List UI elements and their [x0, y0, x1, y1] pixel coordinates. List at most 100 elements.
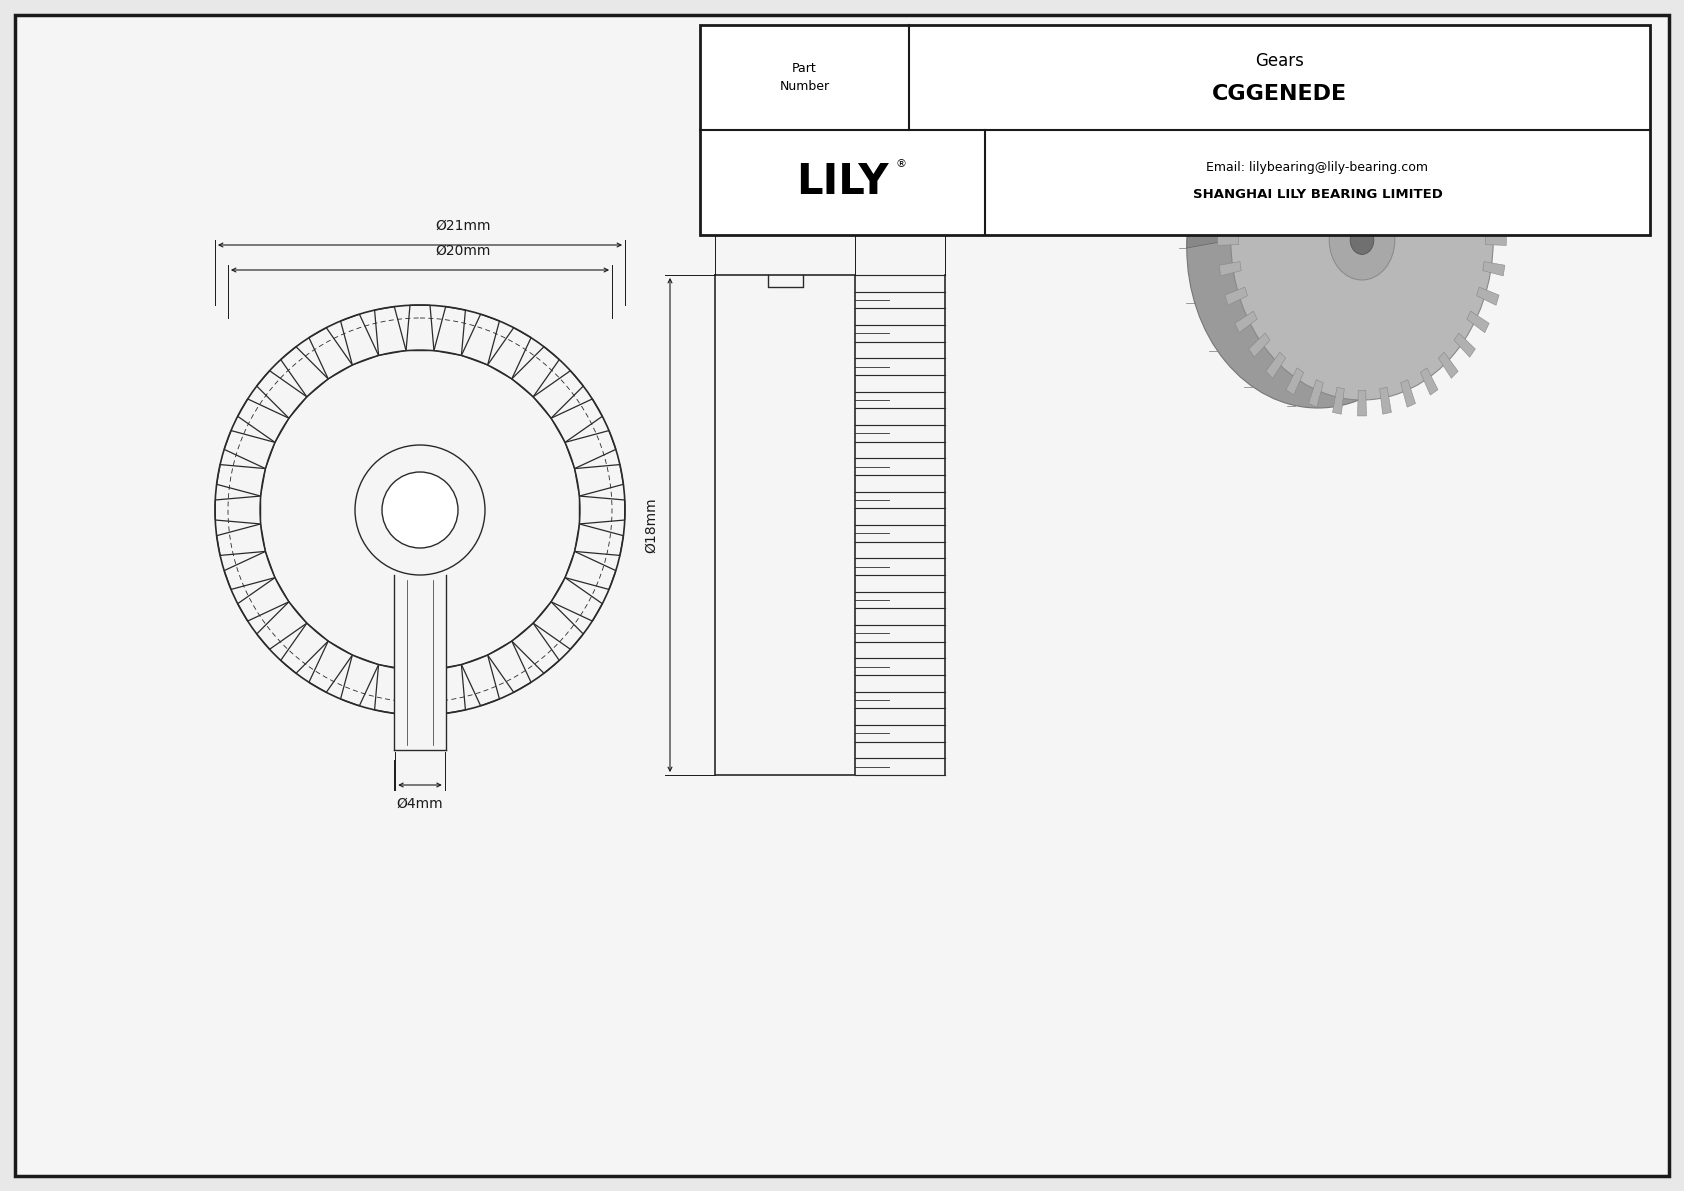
FancyBboxPatch shape	[716, 275, 855, 775]
Polygon shape	[461, 655, 500, 706]
Polygon shape	[488, 328, 530, 379]
Polygon shape	[434, 306, 465, 355]
Circle shape	[200, 289, 640, 730]
Polygon shape	[1187, 80, 1494, 248]
Circle shape	[382, 472, 458, 548]
Polygon shape	[1485, 235, 1505, 245]
Text: 10mm: 10mm	[763, 204, 807, 218]
Text: ®: ®	[894, 160, 906, 169]
Polygon shape	[1332, 387, 1344, 414]
Polygon shape	[534, 601, 583, 649]
Polygon shape	[1379, 387, 1391, 414]
Polygon shape	[434, 665, 465, 713]
Polygon shape	[1308, 73, 1324, 100]
Polygon shape	[256, 601, 306, 649]
Ellipse shape	[1187, 88, 1450, 409]
Polygon shape	[488, 641, 530, 692]
Ellipse shape	[1329, 200, 1394, 280]
Polygon shape	[1379, 66, 1391, 93]
Text: Ø21mm: Ø21mm	[434, 219, 490, 233]
Polygon shape	[281, 347, 328, 397]
Polygon shape	[1248, 333, 1270, 357]
Polygon shape	[217, 524, 266, 555]
FancyBboxPatch shape	[701, 25, 1650, 235]
Polygon shape	[308, 641, 352, 692]
FancyBboxPatch shape	[855, 275, 945, 775]
Text: LILY: LILY	[797, 162, 889, 204]
Text: CGGENEDE: CGGENEDE	[1212, 85, 1347, 105]
Polygon shape	[1467, 148, 1489, 169]
Polygon shape	[1482, 204, 1505, 218]
Polygon shape	[237, 399, 290, 442]
Ellipse shape	[1351, 225, 1374, 255]
Polygon shape	[1357, 391, 1366, 416]
Polygon shape	[1219, 262, 1241, 276]
Polygon shape	[406, 669, 434, 715]
Ellipse shape	[1231, 80, 1494, 400]
Polygon shape	[551, 399, 603, 442]
Polygon shape	[1401, 73, 1416, 100]
Polygon shape	[340, 314, 379, 364]
Polygon shape	[534, 370, 583, 418]
Polygon shape	[237, 578, 290, 621]
Polygon shape	[1467, 311, 1489, 332]
Text: Ø20mm: Ø20mm	[434, 244, 490, 258]
Polygon shape	[1234, 311, 1258, 332]
Polygon shape	[1218, 235, 1239, 245]
Polygon shape	[1219, 204, 1241, 218]
Polygon shape	[374, 665, 406, 713]
Polygon shape	[1224, 175, 1248, 193]
Polygon shape	[1248, 123, 1270, 146]
Polygon shape	[224, 551, 274, 590]
Polygon shape	[1477, 175, 1499, 193]
Polygon shape	[256, 370, 306, 418]
Polygon shape	[1438, 353, 1458, 379]
Polygon shape	[374, 306, 406, 355]
Polygon shape	[566, 431, 616, 468]
Polygon shape	[340, 655, 379, 706]
Text: Email: lilybearing@lily-bearing.com: Email: lilybearing@lily-bearing.com	[1206, 161, 1428, 174]
Polygon shape	[551, 578, 603, 621]
Polygon shape	[566, 551, 616, 590]
Text: Part
Number: Part Number	[780, 62, 830, 93]
Ellipse shape	[1361, 169, 1372, 176]
Polygon shape	[574, 464, 623, 497]
Polygon shape	[512, 623, 559, 673]
Polygon shape	[224, 431, 274, 468]
Polygon shape	[1420, 368, 1438, 395]
Polygon shape	[1287, 85, 1303, 112]
Polygon shape	[1332, 66, 1344, 93]
Polygon shape	[1224, 287, 1248, 305]
Polygon shape	[1287, 368, 1303, 395]
Polygon shape	[1266, 101, 1285, 127]
Polygon shape	[1266, 353, 1285, 379]
Polygon shape	[579, 497, 625, 524]
Polygon shape	[216, 497, 261, 524]
Polygon shape	[461, 314, 500, 364]
Polygon shape	[1453, 123, 1475, 146]
Circle shape	[259, 350, 579, 671]
Polygon shape	[1234, 148, 1258, 169]
Text: SHANGHAI LILY BEARING LIMITED: SHANGHAI LILY BEARING LIMITED	[1192, 188, 1443, 201]
Polygon shape	[406, 305, 434, 350]
Polygon shape	[217, 464, 266, 497]
Polygon shape	[1453, 333, 1475, 357]
Polygon shape	[1308, 380, 1324, 407]
Circle shape	[355, 445, 485, 575]
Text: Ø18mm: Ø18mm	[643, 497, 658, 553]
Polygon shape	[574, 524, 623, 555]
Polygon shape	[512, 347, 559, 397]
FancyBboxPatch shape	[394, 575, 446, 750]
Polygon shape	[308, 328, 352, 379]
FancyBboxPatch shape	[15, 15, 1669, 1176]
Polygon shape	[1482, 262, 1505, 276]
Text: Gears: Gears	[1255, 51, 1303, 69]
Text: Ø4mm: Ø4mm	[397, 797, 443, 811]
Polygon shape	[281, 623, 328, 673]
Polygon shape	[1438, 101, 1458, 127]
FancyBboxPatch shape	[1145, 66, 1536, 414]
Polygon shape	[1477, 287, 1499, 305]
Polygon shape	[1420, 85, 1438, 112]
Polygon shape	[1357, 64, 1366, 89]
Text: 3mm: 3mm	[882, 204, 918, 218]
